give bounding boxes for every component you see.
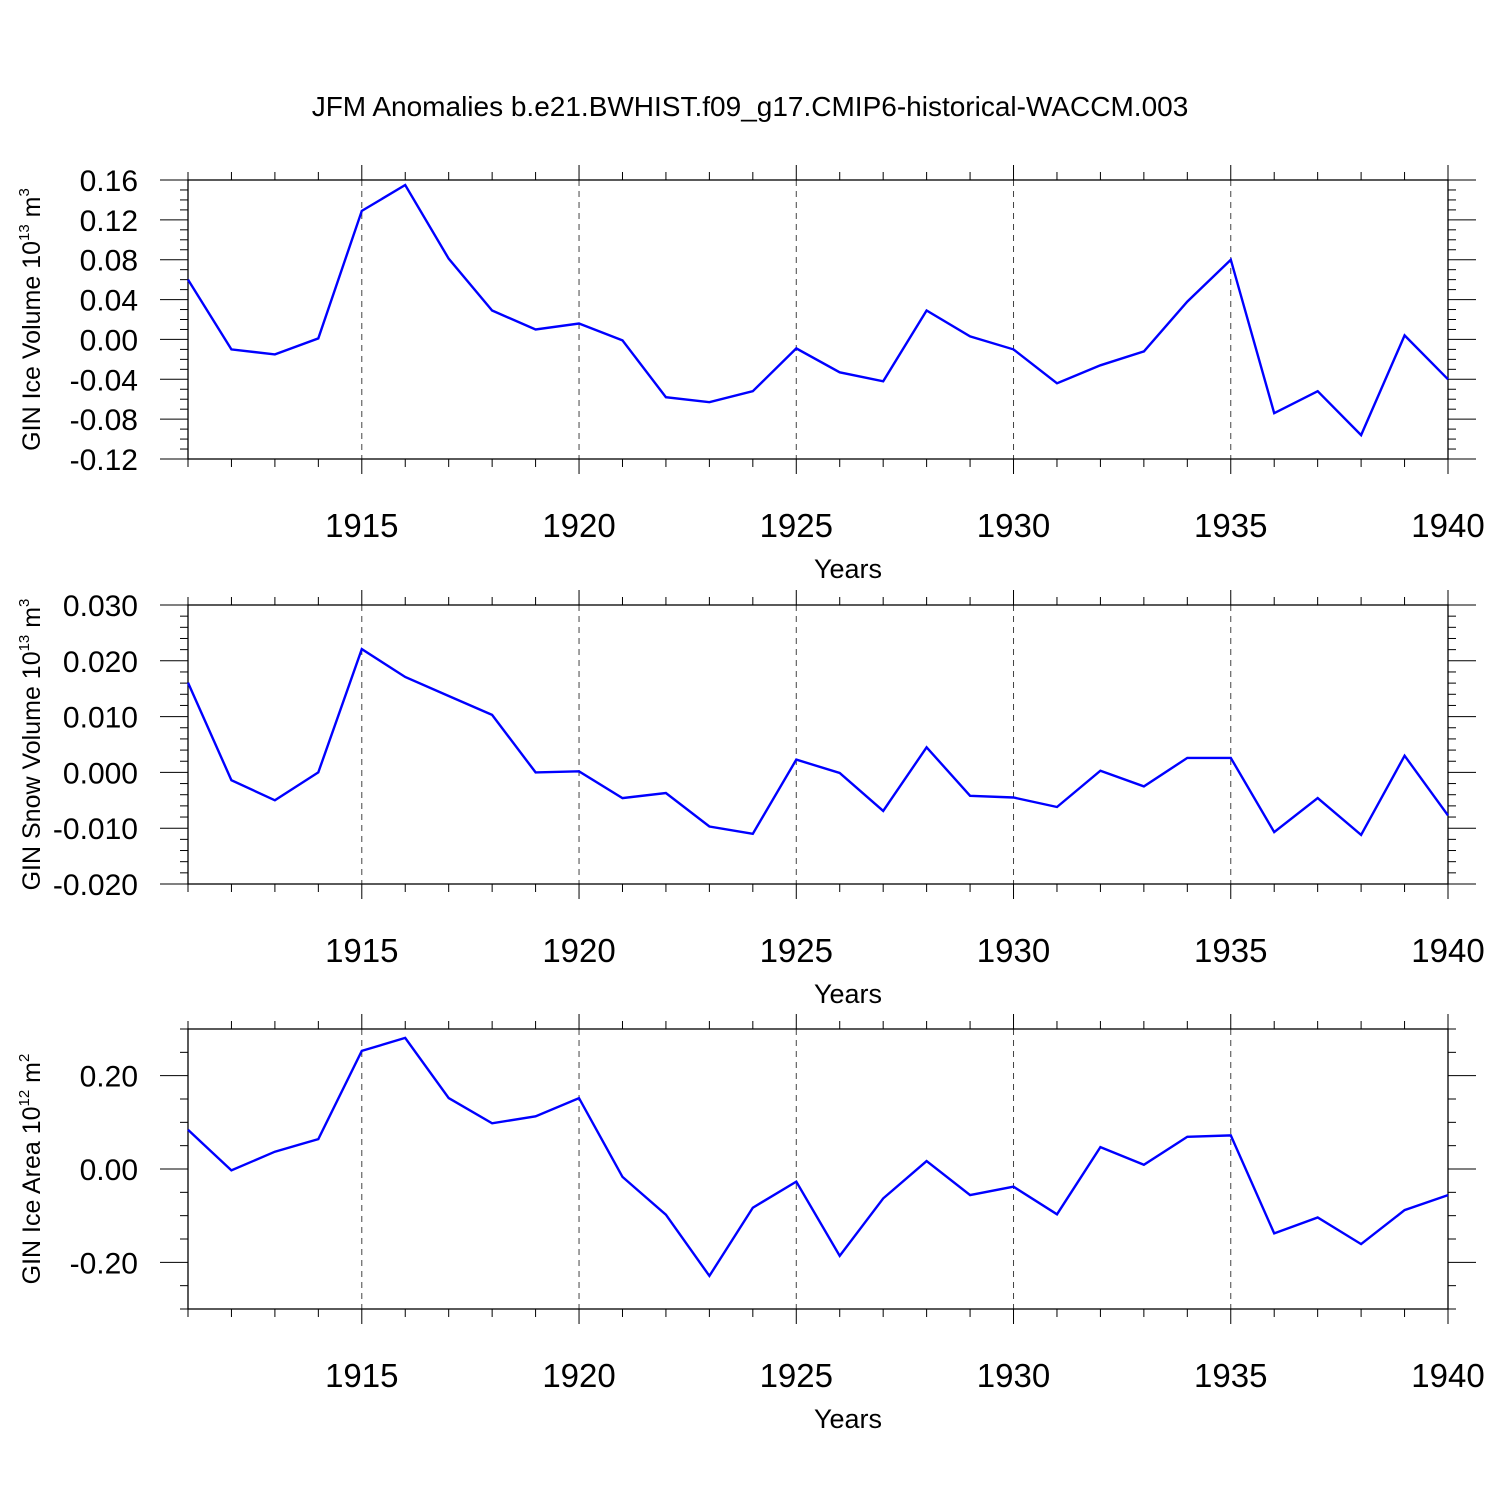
y-tick-label: -0.010 [53,813,138,846]
y-axis-label: GIN Snow Volume 1013 m3 [16,599,46,891]
y-tick-label: -0.12 [70,444,138,477]
plot-frame [187,179,1449,460]
y-tick-label: -0.04 [70,364,138,397]
y-tick-label: -0.20 [70,1247,138,1280]
y-axis-label-text: GIN Snow Volume 10 [18,651,46,890]
x-tick-label: 1935 [1194,1357,1267,1394]
y-tick-label: 0.020 [63,646,138,679]
x-tick-label: 1920 [542,507,615,544]
x-tick-label: 1925 [760,507,833,544]
series-line-1 [186,647,1449,837]
plot-frame [187,1028,1449,1310]
x-tick-label: 1920 [542,932,615,969]
y-axis-label: GIN Ice Area 1012 m2 [16,1054,46,1285]
x-axis-label: Years [814,554,882,584]
y-axis-label-unit-exponent: 2 [16,1054,33,1062]
x-axis-label: Years [814,1404,882,1434]
y-axis-label-exponent: 13 [16,224,33,241]
chart-title: JFM Anomalies b.e21.BWHIST.f09_g17.CMIP6… [312,91,1189,122]
chart-panel-1: 0.16 0.12 0.08 0.04 0.00 -0.04 -0.08 -0.12 1915 1… [16,165,1485,584]
x-tick-label: 1940 [1411,507,1484,544]
y-axis-label-text: GIN Ice Volume 10 [18,241,46,451]
y-tick-label: 0.12 [80,205,138,238]
x-tick-label: 1915 [325,507,398,544]
y-axis-label-exponent: 13 [16,635,33,652]
chart-panel-3: 0.20 0.00 -0.20 1915 1920 1925 1930 1935 1940 Yea… [16,1014,1485,1434]
y-tick-label: 0.030 [63,590,138,623]
x-tick-label: 1930 [977,932,1050,969]
y-axis-label-text: GIN Ice Area 10 [18,1106,46,1284]
series-line-1 [187,1036,1449,1279]
y-tick-label: -0.020 [53,869,138,902]
y-tick-label: 0.08 [80,245,138,278]
y-tick-label: 0.00 [80,1154,138,1187]
x-tick-label: 1930 [977,1357,1050,1394]
y-tick-label: -0.08 [70,404,138,437]
x-tick-label: 1915 [325,932,398,969]
panels: 0.16 0.12 0.08 0.04 0.00 -0.04 -0.08 -0.12 1915 1… [16,165,1485,1434]
x-tick-label: 1915 [325,1357,398,1394]
x-tick-label: 1940 [1411,1357,1484,1394]
y-axis-label-unit: m [18,197,46,225]
x-tick-label: 1935 [1194,932,1267,969]
y-tick-label: 0.010 [63,702,138,735]
y-tick-label: 0.04 [80,285,138,318]
y-axis-label-exponent: 12 [16,1090,33,1107]
y-axis-label: GIN Ice Volume 1013 m3 [16,188,46,451]
y-tick-label: 0.000 [63,757,138,790]
x-tick-label: 1920 [542,1357,615,1394]
y-tick-label: 0.00 [80,324,138,357]
x-tick-label: 1925 [760,932,833,969]
x-tick-label: 1925 [760,1357,833,1394]
y-tick-label: 0.20 [80,1061,138,1094]
x-tick-label: 1935 [1194,507,1267,544]
y-tick-label: 0.16 [80,165,138,198]
y-axis-label-unit: m [18,607,46,635]
y-axis-label-unit-exponent: 3 [16,188,33,196]
y-axis-label-unit: m [18,1062,46,1090]
x-axis-label: Years [814,979,882,1009]
x-tick-label: 1940 [1411,932,1484,969]
series-line-1 [186,183,1449,438]
y-axis-label-unit-exponent: 3 [16,599,33,607]
plot-frame [187,604,1449,885]
x-tick-label: 1930 [977,507,1050,544]
chart-panel-2: 0.030 0.020 0.010 0.000 -0.010 -0.020 1915 1920… [16,590,1485,1009]
